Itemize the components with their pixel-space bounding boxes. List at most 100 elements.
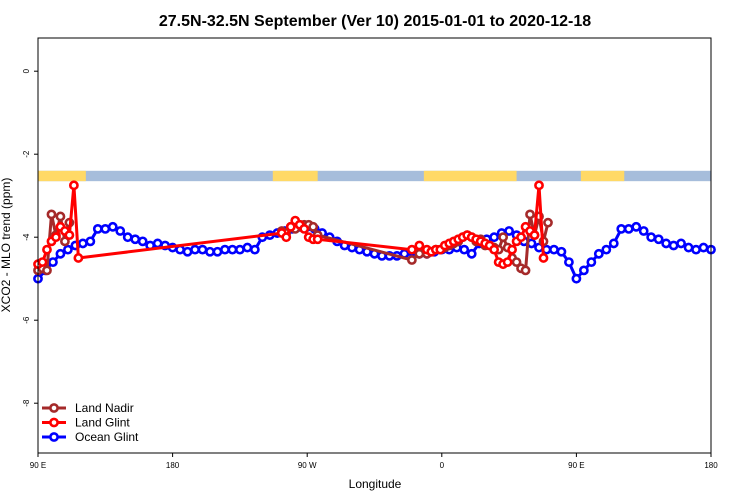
point-ocean-glint: [623, 223, 634, 234]
point-land-nadir: [543, 217, 553, 228]
point-ocean-glint: [242, 242, 253, 253]
point-ocean-glint: [549, 244, 559, 255]
point-land-glint: [281, 232, 292, 243]
plot-frame: [37, 37, 712, 454]
legend-marker-land-glint: [49, 417, 59, 428]
point-land-nadir: [498, 232, 509, 243]
y-tick-label: -8: [22, 399, 31, 407]
x-tick-label: 90 W: [298, 461, 317, 470]
point-land-glint: [73, 253, 84, 263]
point-ocean-glint: [77, 238, 88, 249]
point-land-glint: [68, 180, 79, 191]
point-ocean-glint: [631, 221, 642, 232]
y-tick-label: -6: [22, 316, 31, 324]
point-land-nadir: [55, 211, 66, 222]
point-ocean-glint: [698, 242, 709, 253]
y-tick-label: -2: [22, 150, 31, 158]
chart-title: 27.5N-32.5N September (Ver 10) 2015-01-0…: [159, 13, 591, 30]
legend-label-ocean-glint: Ocean Glint: [75, 430, 139, 444]
point-land-glint: [299, 223, 310, 234]
point-land-glint: [507, 244, 517, 255]
point-land-glint: [406, 244, 417, 255]
point-land-glint: [51, 232, 61, 243]
point-ocean-glint: [227, 244, 238, 255]
point-ocean-glint: [571, 273, 582, 284]
point-land-glint: [538, 253, 549, 263]
point-land-nadir: [525, 209, 535, 220]
point-ocean-glint: [152, 238, 163, 249]
point-ocean-glint: [668, 240, 679, 251]
x-axis-label: Longitude: [349, 477, 402, 491]
point-land-glint: [534, 180, 544, 191]
point-ocean-glint: [676, 238, 686, 249]
x-tick-label: 90 E: [568, 461, 584, 470]
point-land-nadir: [511, 257, 522, 267]
land-mask-3: [580, 170, 625, 182]
land-mask-1: [272, 170, 318, 182]
point-ocean-glint: [593, 248, 604, 259]
point-ocean-glint: [137, 236, 148, 247]
point-ocean-glint: [182, 246, 193, 257]
point-land-nadir: [308, 221, 319, 232]
land-mask-0: [38, 170, 86, 182]
point-ocean-glint: [100, 223, 111, 234]
point-land-glint: [489, 244, 500, 255]
legend-label-land-nadir: Land Nadir: [75, 401, 134, 415]
point-ocean-glint: [63, 244, 73, 255]
point-ocean-glint: [578, 265, 589, 276]
point-ocean-glint: [197, 244, 208, 255]
point-ocean-glint: [661, 238, 672, 249]
point-ocean-glint: [608, 238, 619, 249]
point-land-nadir: [60, 236, 70, 247]
point-land-nadir: [414, 248, 425, 259]
point-ocean-glint: [130, 234, 141, 245]
point-ocean-glint: [115, 226, 126, 236]
point-ocean-glint: [586, 257, 597, 267]
point-ocean-glint: [556, 246, 567, 257]
point-land-nadir: [42, 265, 52, 276]
point-ocean-glint: [249, 244, 260, 255]
point-land-glint: [285, 221, 296, 232]
point-ocean-glint: [85, 236, 96, 247]
point-ocean-glint: [638, 226, 649, 236]
point-ocean-glint: [683, 242, 694, 253]
point-land-nadir: [406, 255, 417, 265]
legend-marker-land-nadir: [49, 403, 59, 413]
ocean-mask: [38, 170, 711, 182]
point-ocean-glint: [564, 257, 574, 267]
y-tick-label: -4: [22, 233, 31, 241]
point-land-glint: [37, 257, 48, 267]
point-land-glint: [529, 230, 540, 241]
point-ocean-glint: [234, 244, 245, 255]
y-axis: 0 -2 -4 -6 -8: [22, 68, 38, 407]
point-ocean-glint: [466, 248, 477, 259]
x-tick-label: 0: [440, 461, 445, 470]
y-axis-label: XCO2 - MLO trend (ppm): [0, 178, 13, 313]
point-land-nadir: [46, 209, 57, 220]
point-land-glint: [414, 240, 425, 251]
point-ocean-glint: [691, 244, 701, 255]
point-ocean-glint: [489, 232, 500, 243]
point-ocean-glint: [616, 223, 627, 234]
point-land-glint: [502, 257, 513, 267]
point-ocean-glint: [48, 257, 58, 267]
point-ocean-glint: [459, 244, 470, 255]
x-tick-label: 180: [704, 461, 718, 470]
point-land-glint: [42, 244, 52, 255]
point-land-glint: [516, 232, 526, 243]
land-mask-2: [423, 170, 517, 182]
plot-area: [33, 37, 716, 454]
point-ocean-glint: [190, 244, 200, 255]
point-land-nadir: [520, 265, 531, 276]
legend-marker-ocean-glint: [49, 432, 59, 442]
point-ocean-glint: [212, 246, 223, 257]
x-axis: 90 E 180 90 W 0 90 E 180: [30, 453, 718, 470]
point-ocean-glint: [504, 226, 514, 236]
point-ocean-glint: [122, 232, 133, 243]
point-land-glint: [312, 234, 323, 245]
x-tick-label: 90 E: [30, 461, 46, 470]
point-ocean-glint: [55, 248, 66, 259]
x-tick-label: 180: [166, 461, 180, 470]
